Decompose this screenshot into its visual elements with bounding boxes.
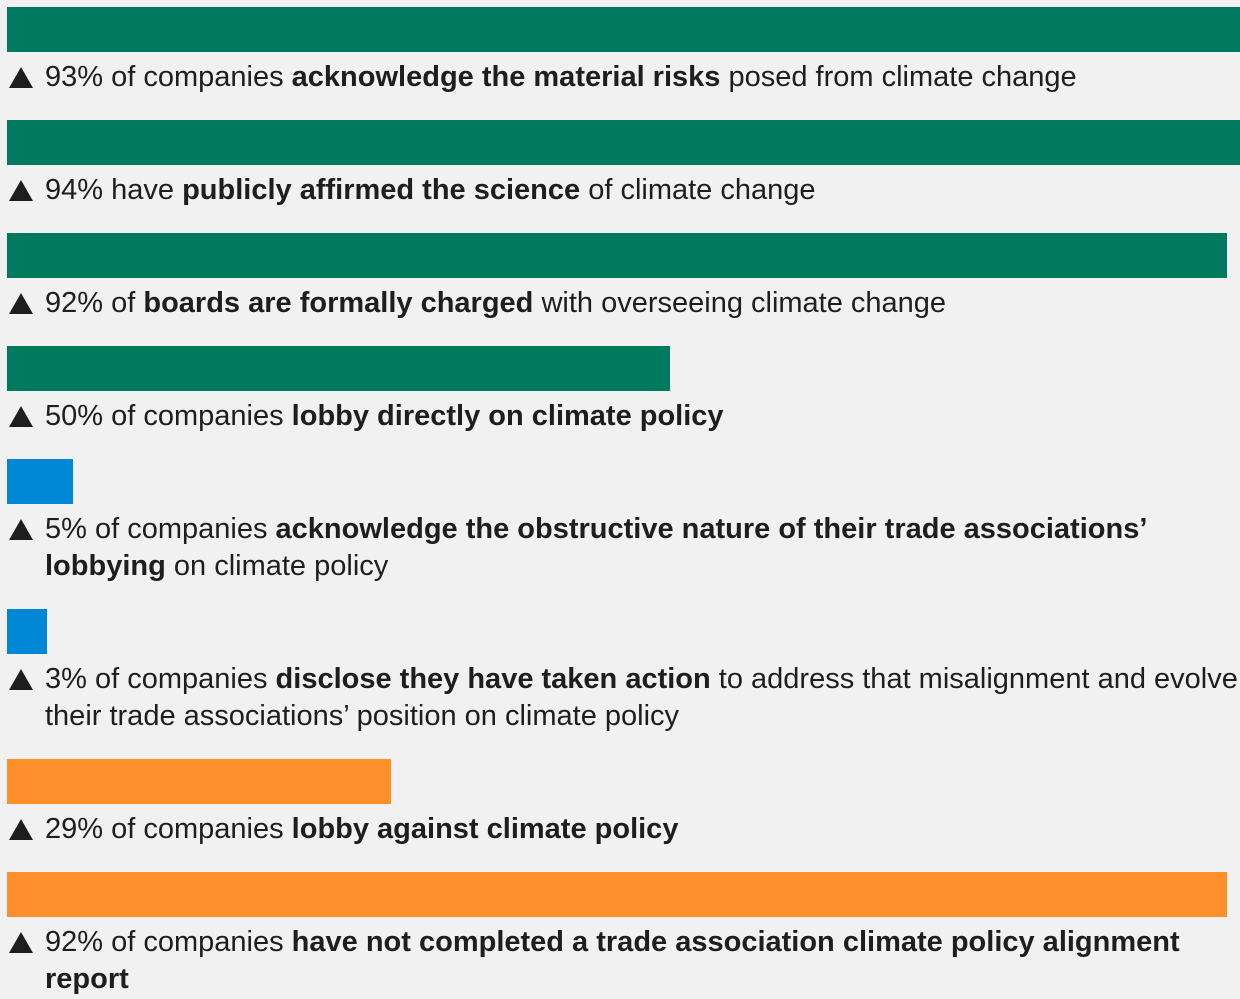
value-label: 92% <box>45 926 104 958</box>
item-label: 3% of companies disclose they have taken… <box>0 661 1240 735</box>
value-label: 93% <box>45 61 104 93</box>
bold-text: have not completed a trade association c… <box>45 926 1180 995</box>
bar-track <box>7 7 1240 52</box>
bar-track <box>7 609 1240 654</box>
value-label: 94% <box>45 174 104 206</box>
item-row: 5% of companies acknowledge the obstruct… <box>0 459 1240 585</box>
text: to address that misalignment and evolve … <box>45 663 1238 732</box>
text: posed from climate change <box>728 61 1077 93</box>
bar <box>7 759 392 804</box>
text: with overseeing climate change <box>541 287 947 319</box>
triangle-icon <box>9 519 33 540</box>
item-label: 92% of companies have not completed a tr… <box>0 924 1240 998</box>
bar <box>7 872 1227 917</box>
bold-text: lobby against climate policy <box>291 813 679 845</box>
triangle-icon <box>9 180 33 201</box>
item-label: 93% of companies acknowledge the materia… <box>0 59 1240 96</box>
text: of <box>111 287 136 319</box>
text: of companies <box>111 926 284 958</box>
item-label: 50% of companies lobby directly on clima… <box>0 398 1240 435</box>
value-label: 29% <box>45 813 104 845</box>
item-row: 93% of companies acknowledge the materia… <box>0 7 1240 96</box>
value-label: 50% <box>45 400 104 432</box>
text: of companies <box>111 400 284 432</box>
bar-track <box>7 872 1240 917</box>
bar-track <box>7 759 1240 804</box>
text: of companies <box>94 663 268 695</box>
item-row: 3% of companies disclose they have taken… <box>0 609 1240 735</box>
bar <box>7 120 1240 165</box>
bold-text: acknowledge the obstructive nature of th… <box>45 513 1146 582</box>
bar-track <box>7 120 1240 165</box>
bar-track <box>7 233 1240 278</box>
text: of climate change <box>588 174 816 206</box>
item-label: 92% of boards are formally charged with … <box>0 285 1240 322</box>
bar <box>7 7 1240 52</box>
value-label: 3% <box>45 663 87 695</box>
text: of companies <box>111 61 284 93</box>
item-row: 50% of companies lobby directly on clima… <box>0 346 1240 435</box>
value-label: 92% <box>45 287 104 319</box>
bold-text: acknowledge the material risks <box>291 61 721 93</box>
text: on climate policy <box>173 550 389 582</box>
bar <box>7 233 1227 278</box>
bold-text: lobby directly on climate policy <box>291 400 724 432</box>
item-label: 94% have publicly affirmed the science o… <box>0 172 1240 209</box>
value-label: 5% <box>45 513 87 545</box>
item-label: 5% of companies acknowledge the obstruct… <box>0 511 1240 585</box>
bar <box>7 459 74 504</box>
item-row: 92% of boards are formally charged with … <box>0 233 1240 322</box>
bold-text: disclose they have taken action <box>275 663 711 695</box>
triangle-icon <box>9 932 33 953</box>
text: of companies <box>111 813 284 845</box>
bold-text: publicly affirmed the science <box>182 174 581 206</box>
bar-track <box>7 346 1240 391</box>
item-row: 94% have publicly affirmed the science o… <box>0 120 1240 209</box>
text: of companies <box>94 513 268 545</box>
item-row: 92% of companies have not completed a tr… <box>0 872 1240 998</box>
bar <box>7 609 47 654</box>
bold-text: boards are formally charged <box>143 287 534 319</box>
item-row: 29% of companies lobby against climate p… <box>0 759 1240 848</box>
triangle-icon <box>9 293 33 314</box>
triangle-icon <box>9 67 33 88</box>
triangle-icon <box>9 669 33 690</box>
text: have <box>111 174 174 206</box>
item-label: 29% of companies lobby against climate p… <box>0 811 1240 848</box>
triangle-icon <box>9 819 33 840</box>
triangle-icon <box>9 406 33 427</box>
bar <box>7 346 670 391</box>
bar-track <box>7 459 1240 504</box>
